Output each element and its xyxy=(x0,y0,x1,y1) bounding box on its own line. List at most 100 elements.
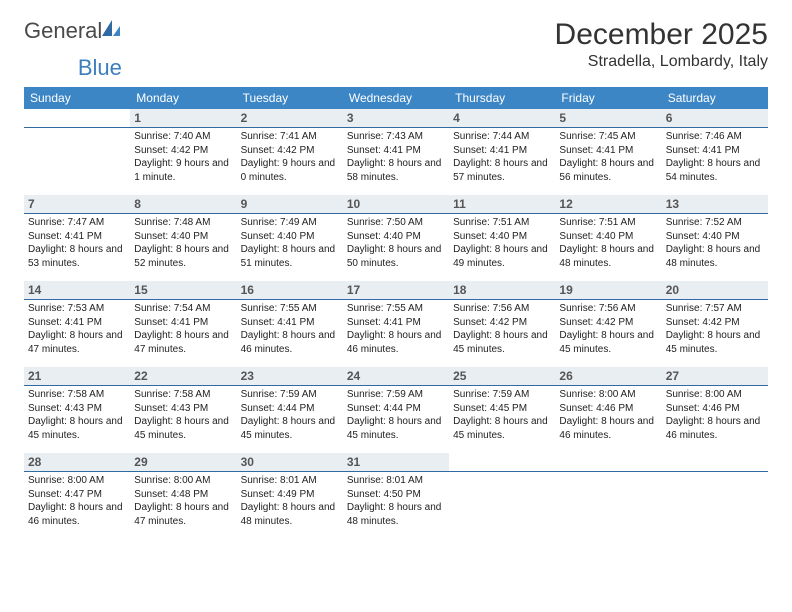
sunrise-text: Sunrise: 7:53 AM xyxy=(28,302,126,316)
day-info: Sunrise: 7:56 AMSunset: 4:42 PMDaylight:… xyxy=(449,300,555,356)
daynum-bar: 14 xyxy=(24,281,130,300)
week-row: 21Sunrise: 7:58 AMSunset: 4:43 PMDayligh… xyxy=(24,367,768,453)
daylight-text: Daylight: 8 hours and 46 minutes. xyxy=(241,329,339,356)
sunset-text: Sunset: 4:41 PM xyxy=(453,144,551,158)
calendar-head: SundayMondayTuesdayWednesdayThursdayFrid… xyxy=(24,87,768,109)
title-block: December 2025 Stradella, Lombardy, Italy xyxy=(555,18,768,71)
sunset-text: Sunset: 4:44 PM xyxy=(241,402,339,416)
day-cell: 12Sunrise: 7:51 AMSunset: 4:40 PMDayligh… xyxy=(555,195,661,281)
day-cell: 21Sunrise: 7:58 AMSunset: 4:43 PMDayligh… xyxy=(24,367,130,453)
day-info: Sunrise: 7:58 AMSunset: 4:43 PMDaylight:… xyxy=(24,386,130,442)
sunrise-text: Sunrise: 7:45 AM xyxy=(559,130,657,144)
daynum-bar: 31 xyxy=(343,453,449,472)
daylight-text: Daylight: 8 hours and 50 minutes. xyxy=(347,243,445,270)
day-cell: 19Sunrise: 7:56 AMSunset: 4:42 PMDayligh… xyxy=(555,281,661,367)
daynum-bar: 18 xyxy=(449,281,555,300)
day-cell: 14Sunrise: 7:53 AMSunset: 4:41 PMDayligh… xyxy=(24,281,130,367)
sunrise-text: Sunrise: 8:01 AM xyxy=(347,474,445,488)
daylight-text: Daylight: 8 hours and 46 minutes. xyxy=(28,501,126,528)
week-row: 14 Sunrise: 7:53 AMSunset: 4:41 PM Dayligh… xyxy=(24,281,768,367)
logo-sail-icon xyxy=(100,18,122,40)
daynum-bar: 1 xyxy=(130,109,236,128)
week-row: 7Sunrise: 7:47 AMSunset: 4:41 PMDaylight… xyxy=(24,195,768,281)
sunset-text: Sunset: 4:42 PM xyxy=(453,316,551,330)
daynum-bar: 29 xyxy=(130,453,236,472)
day-info: Sunrise: 7:54 AMSunset: 4:41 PMDaylight:… xyxy=(130,300,236,356)
sunrise-text: Sunrise: 8:01 AM xyxy=(241,474,339,488)
day-info: Sunrise: 7:40 AMSunset: 4:42 PMDaylight:… xyxy=(130,128,236,184)
day-cell: 17Sunrise: 7:55 AMSunset: 4:41 PMDayligh… xyxy=(343,281,449,367)
sunset-text: Sunset: 4:47 PM xyxy=(28,488,126,502)
day-info: Sunrise: 7:59 AMSunset: 4:44 PMDaylight:… xyxy=(343,386,449,442)
sunset-text: Sunset: 4:49 PM xyxy=(241,488,339,502)
day-cell: 26Sunrise: 8:00 AMSunset: 4:46 PMDayligh… xyxy=(555,367,661,453)
day-cell xyxy=(24,109,130,195)
sunset-text: Sunset: 4:40 PM xyxy=(666,230,764,244)
daylight-text: Daylight: 8 hours and 46 minutes. xyxy=(347,329,445,356)
daylight-text: Daylight: 8 hours and 58 minutes. xyxy=(347,157,445,184)
daylight-text: Daylight: 8 hours and 45 minutes. xyxy=(559,329,657,356)
daynum-bar: 26 xyxy=(555,367,661,386)
day-info: Sunrise: 7:55 AMSunset: 4:41 PMDaylight:… xyxy=(343,300,449,356)
sunset-text: Sunset: 4:41 PM xyxy=(28,316,126,330)
daynum-bar: 22 xyxy=(130,367,236,386)
day-info: Sunrise: 7:47 AMSunset: 4:41 PMDaylight:… xyxy=(24,214,130,270)
sunrise-text: Sunrise: 7:59 AM xyxy=(241,388,339,402)
daylight-text: Daylight: 8 hours and 47 minutes. xyxy=(134,329,232,356)
daynum-bar: 15 xyxy=(130,281,236,300)
daylight-text: Daylight: 8 hours and 54 minutes. xyxy=(666,157,764,184)
daylight-text: Daylight: 8 hours and 48 minutes. xyxy=(559,243,657,270)
sunset-text: Sunset: 4:40 PM xyxy=(134,230,232,244)
sunset-text: Sunset: 4:44 PM xyxy=(347,402,445,416)
day-cell: 10Sunrise: 7:50 AMSunset: 4:40 PMDayligh… xyxy=(343,195,449,281)
dow-header: Monday xyxy=(130,87,236,109)
sunset-text: Sunset: 4:41 PM xyxy=(559,144,657,158)
daylight-text: Daylight: 9 hours and 1 minute. xyxy=(134,157,232,184)
daynum-bar: 10 xyxy=(343,195,449,214)
day-cell: 13Sunrise: 7:52 AMSunset: 4:40 PMDayligh… xyxy=(662,195,768,281)
sunset-text: Sunset: 4:41 PM xyxy=(28,230,126,244)
daylight-text: Daylight: 8 hours and 48 minutes. xyxy=(241,501,339,528)
sunset-text: Sunset: 4:41 PM xyxy=(347,144,445,158)
day-cell: 1Sunrise: 7:40 AMSunset: 4:42 PMDaylight… xyxy=(130,109,236,195)
sunrise-text: Sunrise: 7:51 AM xyxy=(559,216,657,230)
daylight-text: Daylight: 8 hours and 49 minutes. xyxy=(453,243,551,270)
day-info: Sunrise: 7:51 AMSunset: 4:40 PMDaylight:… xyxy=(555,214,661,270)
daylight-text: Daylight: 8 hours and 45 minutes. xyxy=(347,415,445,442)
day-cell: 20Sunrise: 7:57 AMSunset: 4:42 PMDayligh… xyxy=(662,281,768,367)
daylight-text: Daylight: 8 hours and 51 minutes. xyxy=(241,243,339,270)
sunrise-text: Sunrise: 7:56 AM xyxy=(453,302,551,316)
sunset-text: Sunset: 4:46 PM xyxy=(666,402,764,416)
day-info: Sunrise: 8:01 AMSunset: 4:50 PMDaylight:… xyxy=(343,472,449,528)
calendar-page: General December 2025 Stradella, Lombard… xyxy=(0,0,792,557)
month-title: December 2025 xyxy=(555,18,768,51)
sunset-text: Sunset: 4:42 PM xyxy=(134,144,232,158)
daylight-text: Daylight: 8 hours and 45 minutes. xyxy=(28,415,126,442)
daylight-text: Daylight: 8 hours and 48 minutes. xyxy=(347,501,445,528)
daylight-text: Daylight: 8 hours and 48 minutes. xyxy=(666,243,764,270)
dow-header: Tuesday xyxy=(237,87,343,109)
daylight-text: Daylight: 8 hours and 47 minutes. xyxy=(134,501,232,528)
sunset-text: Sunset: 4:40 PM xyxy=(241,230,339,244)
day-cell: 11Sunrise: 7:51 AMSunset: 4:40 PMDayligh… xyxy=(449,195,555,281)
day-cell: 23Sunrise: 7:59 AMSunset: 4:44 PMDayligh… xyxy=(237,367,343,453)
sunrise-text: Sunrise: 7:57 AM xyxy=(666,302,764,316)
sunrise-text: Sunrise: 7:44 AM xyxy=(453,130,551,144)
daylight-text: Daylight: 8 hours and 57 minutes. xyxy=(453,157,551,184)
daynum-bar: 3 xyxy=(343,109,449,128)
day-cell: 30Sunrise: 8:01 AMSunset: 4:49 PMDayligh… xyxy=(237,453,343,539)
sunrise-text: Sunrise: 7:50 AM xyxy=(347,216,445,230)
daylight-text: Daylight: 8 hours and 56 minutes. xyxy=(559,157,657,184)
daynum-bar: 7 xyxy=(24,195,130,214)
sunset-text: Sunset: 4:43 PM xyxy=(134,402,232,416)
daylight-text: Daylight: 8 hours and 45 minutes. xyxy=(241,415,339,442)
day-info: Sunrise: 7:52 AMSunset: 4:40 PMDaylight:… xyxy=(662,214,768,270)
day-info: Sunrise: 8:00 AMSunset: 4:46 PMDaylight:… xyxy=(662,386,768,442)
sunrise-text: Sunrise: 7:40 AM xyxy=(134,130,232,144)
day-info: Sunrise: 7:41 AMSunset: 4:42 PMDaylight:… xyxy=(237,128,343,184)
day-cell: 24Sunrise: 7:59 AMSunset: 4:44 PMDayligh… xyxy=(343,367,449,453)
sunrise-text: Sunrise: 7:43 AM xyxy=(347,130,445,144)
daynum-bar-blank xyxy=(24,109,130,128)
daynum-bar-blank xyxy=(555,453,661,472)
day-info: Sunrise: 7:58 AMSunset: 4:43 PMDaylight:… xyxy=(130,386,236,442)
